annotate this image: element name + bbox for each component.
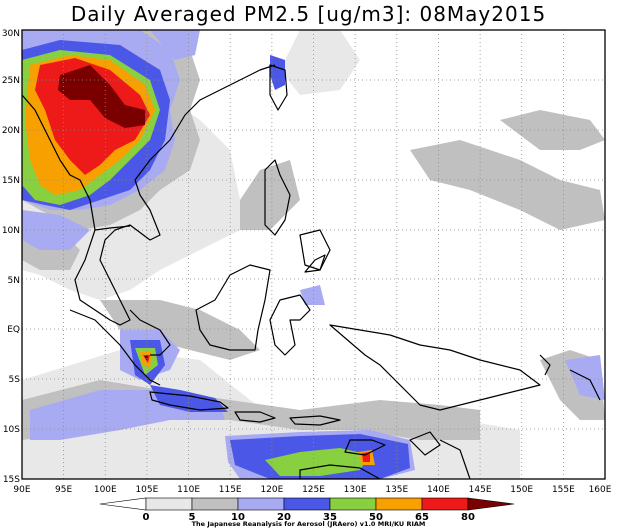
graticule-grid bbox=[22, 30, 605, 479]
lat-tick: 5N bbox=[8, 276, 20, 286]
lon-tick: 140E bbox=[427, 485, 450, 495]
lat-tick: 10N bbox=[2, 226, 20, 236]
map-frame bbox=[21, 29, 606, 480]
lon-tick: 125E bbox=[302, 485, 325, 495]
lat-tick: 25N bbox=[2, 76, 20, 86]
lon-tick: 100E bbox=[94, 485, 117, 495]
lon-tick: 110E bbox=[177, 485, 200, 495]
lon-tick: 155E bbox=[552, 485, 575, 495]
lon-tick-labels: 90E 95E 100E 105E 110E 115E 120E 125E 13… bbox=[13, 485, 611, 495]
lat-tick: 30N bbox=[2, 29, 20, 39]
lat-tick: 10S bbox=[3, 425, 20, 435]
colorbar-label: 35 bbox=[323, 512, 337, 523]
colorbar-segment bbox=[421, 497, 469, 511]
lon-tick: 90E bbox=[13, 485, 30, 495]
colorbar-segment bbox=[99, 497, 147, 511]
colorbar-segment bbox=[283, 497, 331, 511]
colorbar-label: 50 bbox=[369, 512, 383, 523]
lat-tick: 15N bbox=[2, 176, 20, 186]
colorbar-segment bbox=[237, 497, 285, 511]
colorbar-label: 65 bbox=[415, 512, 429, 523]
colorbar-label: 80 bbox=[461, 512, 475, 523]
colorbar-segment bbox=[375, 497, 423, 511]
data-credit: The Japanese Reanalysis for Aerosol (JRA… bbox=[191, 520, 426, 528]
lon-tick: 120E bbox=[260, 485, 283, 495]
colorbar-segment bbox=[467, 497, 515, 511]
lon-tick: 105E bbox=[135, 485, 158, 495]
lon-tick: 150E bbox=[510, 485, 533, 495]
colorbar-label: 5 bbox=[189, 512, 196, 523]
pm25-concentration-field bbox=[22, 30, 605, 479]
lat-tick-labels: 15S 10S 5S EQ 5N 10N 15N 20N 25N 30N bbox=[2, 29, 20, 485]
lat-tick: 15S bbox=[3, 475, 20, 485]
lon-tick: 145E bbox=[469, 485, 492, 495]
lon-tick: 130E bbox=[344, 485, 367, 495]
colorbar-segment bbox=[329, 497, 377, 511]
lon-tick: 115E bbox=[219, 485, 242, 495]
lon-tick: 95E bbox=[55, 485, 72, 495]
colorbar-segment bbox=[191, 497, 239, 511]
colorbar bbox=[99, 497, 515, 511]
colorbar-label: 0 bbox=[143, 512, 150, 523]
colorbar-labels: 0 5 10 20 35 50 65 80 bbox=[143, 512, 475, 523]
lat-tick: 20N bbox=[2, 126, 20, 136]
lat-tick: EQ bbox=[7, 325, 20, 335]
colorbar-label: 10 bbox=[231, 512, 245, 523]
coastlines bbox=[22, 64, 601, 479]
lon-tick: 160E bbox=[589, 485, 612, 495]
lon-tick: 135E bbox=[385, 485, 408, 495]
colorbar-label: 20 bbox=[277, 512, 291, 523]
colorbar-segment bbox=[145, 497, 193, 511]
lat-tick: 5S bbox=[9, 375, 21, 385]
map-title: Daily Averaged PM2.5 [ug/m3]: 08May2015 bbox=[70, 2, 547, 26]
